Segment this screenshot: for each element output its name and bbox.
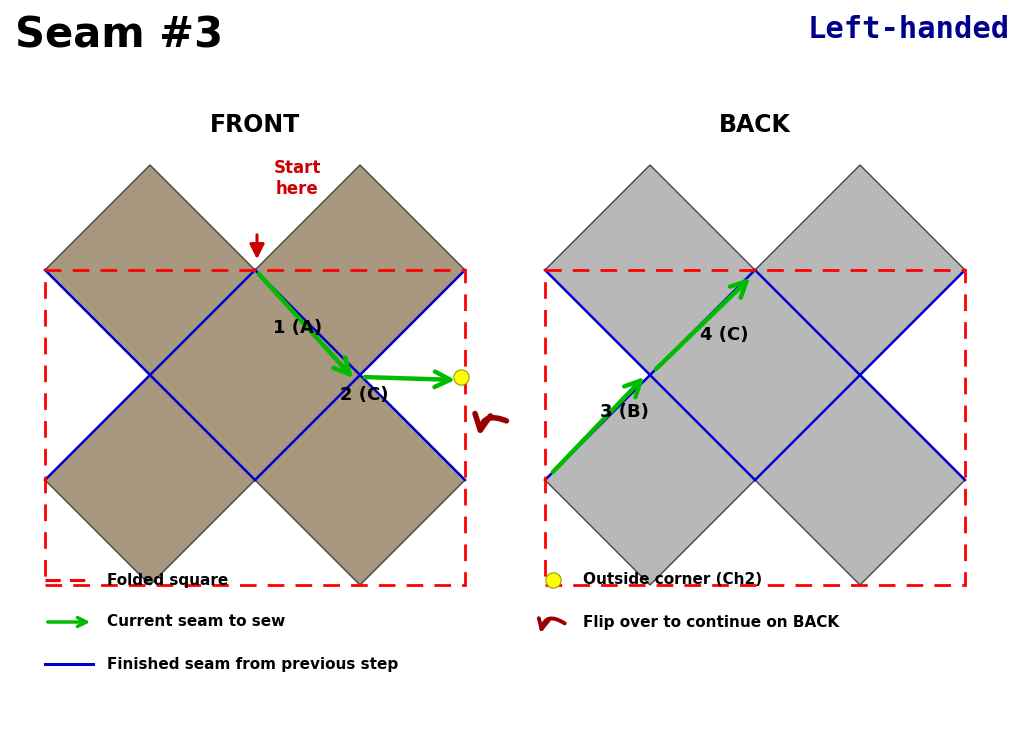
Polygon shape	[545, 165, 965, 585]
Polygon shape	[45, 165, 465, 585]
Text: 1 (A): 1 (A)	[273, 319, 323, 337]
Text: Left-handed: Left-handed	[808, 15, 1010, 44]
Text: 4 (C): 4 (C)	[700, 326, 749, 344]
Text: 2 (C): 2 (C)	[340, 386, 388, 404]
Text: Current seam to sew: Current seam to sew	[106, 615, 286, 629]
Text: 3 (B): 3 (B)	[600, 403, 649, 421]
Text: Start
here: Start here	[273, 159, 321, 198]
Text: Folded square: Folded square	[106, 572, 228, 588]
Text: BACK: BACK	[719, 113, 791, 137]
Text: Flip over to continue on BACK: Flip over to continue on BACK	[583, 615, 839, 629]
Text: FRONT: FRONT	[210, 113, 300, 137]
Text: Finished seam from previous step: Finished seam from previous step	[106, 656, 398, 672]
Text: Outside corner (Ch2): Outside corner (Ch2)	[583, 572, 762, 588]
Text: Seam #3: Seam #3	[15, 15, 223, 57]
